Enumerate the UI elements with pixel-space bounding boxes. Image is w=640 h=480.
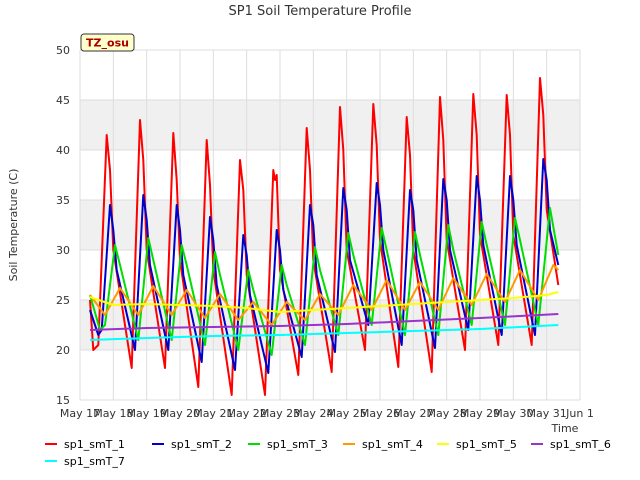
legend-label: sp1_smT_6 <box>550 438 611 451</box>
series-line-sp1_smT_5 <box>89 291 559 313</box>
series-line-sp1_smT_4 <box>89 264 560 326</box>
y-tick-label: 50 <box>56 44 70 57</box>
chart-title: SP1 Soil Temperature Profile <box>229 4 412 19</box>
legend-label: sp1_smT_2 <box>171 438 232 451</box>
site-label-text: TZ_osu <box>86 37 129 50</box>
legend-label: sp1_smT_3 <box>267 438 328 451</box>
y-tick-label: 40 <box>56 144 70 157</box>
x-tick-label: May 21 <box>193 407 233 420</box>
x-tick-label: May 22 <box>227 407 267 420</box>
x-tick-label: May 29 <box>460 407 500 420</box>
x-tick-label: May 26 <box>360 407 400 420</box>
y-tick-label: 15 <box>56 394 70 407</box>
y-tick-label: 35 <box>56 194 70 207</box>
legend-label: sp1_smT_7 <box>64 455 125 468</box>
y-tick-label: 45 <box>56 94 70 107</box>
background-band <box>80 200 580 250</box>
x-tick-label: May 24 <box>293 407 333 420</box>
series-line-sp1_smT_7 <box>89 324 559 341</box>
legend-label: sp1_smT_4 <box>362 438 423 451</box>
x-tick-label: May 27 <box>393 407 433 420</box>
legend-label: sp1_smT_1 <box>64 438 125 451</box>
y-tick-label: 25 <box>56 294 70 307</box>
y-axis-ticks: 15 20 25 30 35 40 45 50 <box>56 44 70 407</box>
x-axis-label: Time <box>551 422 579 435</box>
series-line-sp1_smT_6 <box>89 313 559 331</box>
series-line-sp1_smT_2 <box>89 158 560 374</box>
x-tick-label: May 31 <box>527 407 567 420</box>
x-tick-label: May 18 <box>93 407 133 420</box>
x-tick-label: May 25 <box>327 407 367 420</box>
x-tick-label: May 19 <box>127 407 167 420</box>
legend-label: sp1_smT_5 <box>456 438 517 451</box>
x-tick-label: May 28 <box>427 407 467 420</box>
x-tick-label: May 23 <box>260 407 300 420</box>
y-tick-label: 30 <box>56 244 70 257</box>
x-tick-label: Jun 1 <box>565 407 594 420</box>
background-band <box>80 100 580 150</box>
site-label-badge: TZ_osu <box>80 33 135 52</box>
plot-background-bands <box>80 50 580 400</box>
x-tick-label: May 30 <box>493 407 533 420</box>
data-series <box>89 77 560 396</box>
legend: sp1_smT_1 sp1_smT_2 sp1_smT_3 sp1_smT_4 sp1_… <box>45 438 611 468</box>
x-tick-label: May 17 <box>60 407 100 420</box>
y-tick-label: 20 <box>56 344 70 357</box>
y-axis-label: Soil Temperature (C) <box>7 169 20 282</box>
series-line-sp1_smT_3 <box>89 207 560 356</box>
x-tick-label: May 20 <box>160 407 200 420</box>
